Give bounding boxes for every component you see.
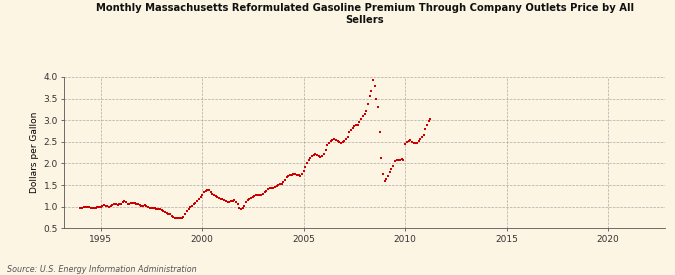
Text: Source: U.S. Energy Information Administration: Source: U.S. Energy Information Administ… — [7, 265, 196, 274]
Y-axis label: Dollars per Gallon: Dollars per Gallon — [30, 112, 39, 193]
Text: Monthly Massachusetts Reformulated Gasoline Premium Through Company Outlets Pric: Monthly Massachusetts Reformulated Gasol… — [95, 3, 634, 25]
